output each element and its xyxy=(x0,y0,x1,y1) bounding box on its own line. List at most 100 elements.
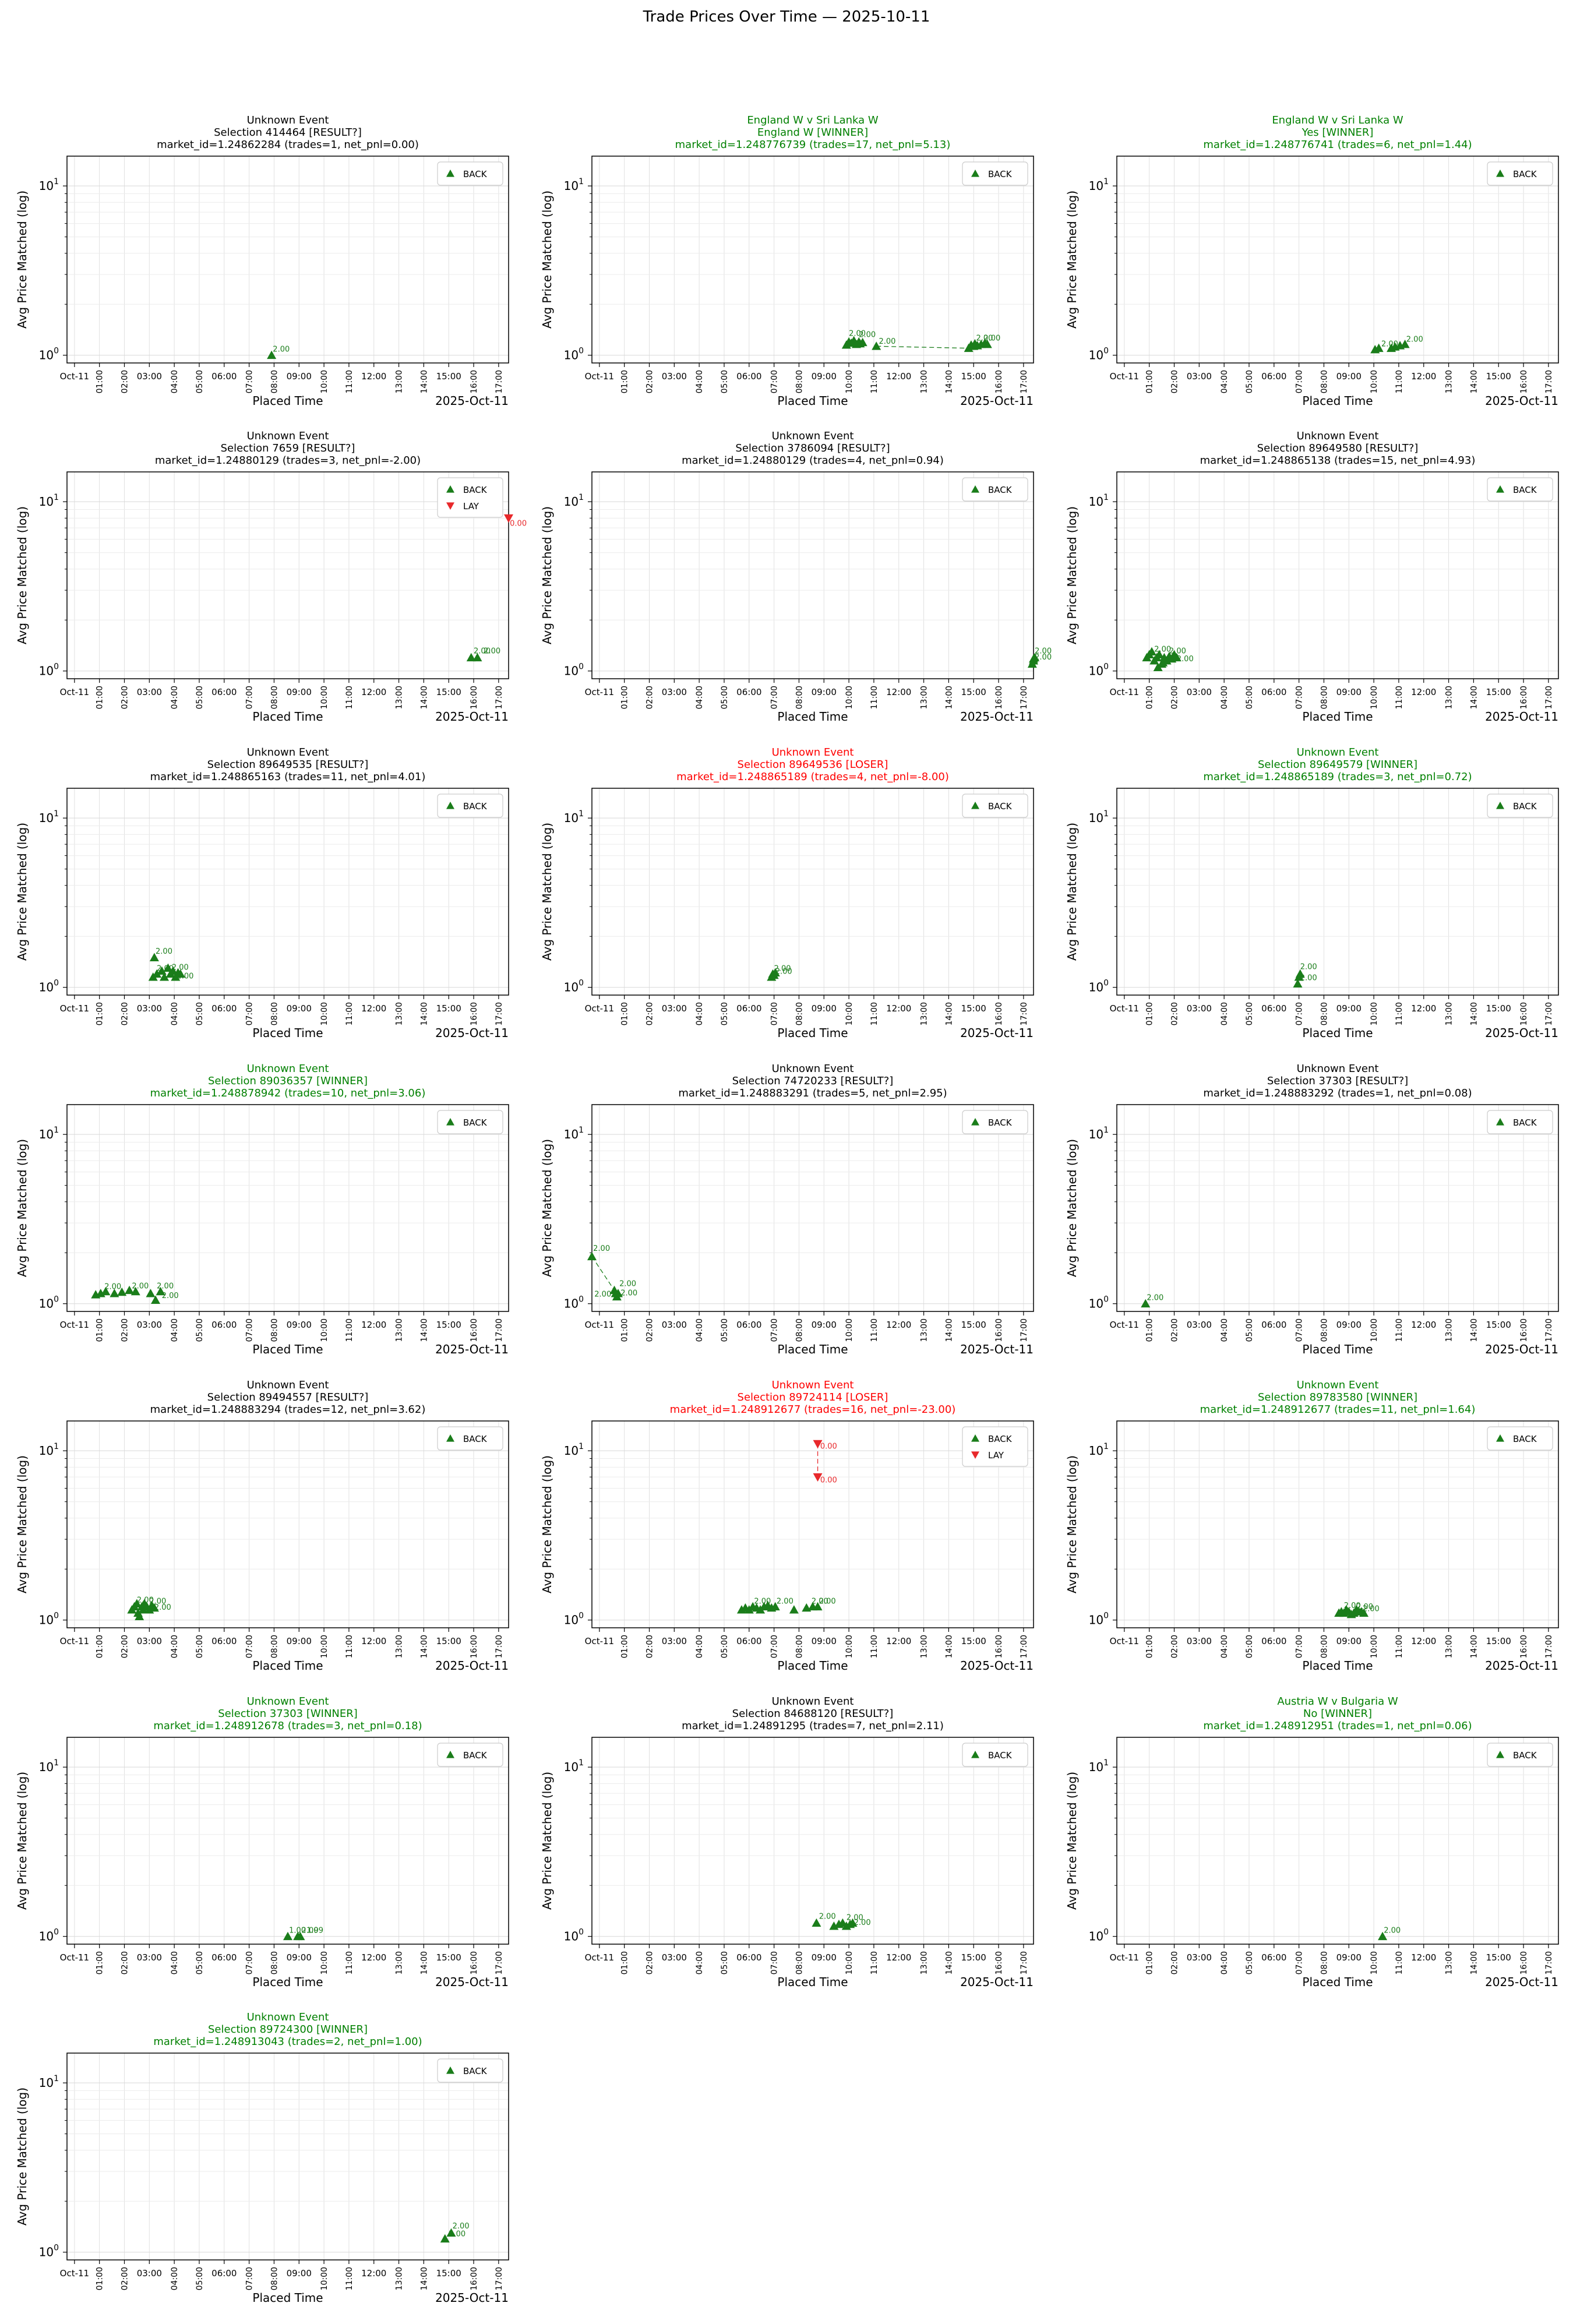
x-tick-label: 06:00 xyxy=(211,1636,237,1646)
y-tick-label: 100 xyxy=(564,662,584,678)
x-tick-label: 07:00 xyxy=(245,686,255,709)
x-tick-label: 06:00 xyxy=(736,1003,761,1014)
x-offset-label: 2025-Oct-11 xyxy=(1485,1342,1558,1356)
x-tick-label: 08:00 xyxy=(270,1318,279,1342)
x-tick-label: 12:00 xyxy=(361,371,386,382)
x-axis-label: Placed Time xyxy=(777,710,848,724)
x-tick-label: 10:00 xyxy=(320,1951,329,1974)
x-tick-label: 05:00 xyxy=(720,686,729,709)
axes-frame xyxy=(1116,1104,1559,1312)
legend-back-marker xyxy=(1496,485,1504,493)
subplot-title-line: Selection 37303 [WINNER] xyxy=(218,1708,358,1720)
subplot-title-line: No [WINNER] xyxy=(1303,1708,1373,1720)
legend-label: BACK xyxy=(988,1750,1013,1761)
x-tick-label: 04:00 xyxy=(170,686,179,709)
x-tick-label: 17:00 xyxy=(495,370,504,393)
y-axis-label: Avg Price Matched (log) xyxy=(540,506,554,644)
data-label: 2.00 xyxy=(1177,655,1194,664)
axes-frame xyxy=(591,156,1034,364)
x-tick-label: 15:00 xyxy=(961,687,986,697)
subplot-title-line: market_id=1.248912677 (trades=11, net_pn… xyxy=(1200,1403,1476,1416)
x-tick-label: 02:00 xyxy=(1170,370,1179,393)
x-tick-label: 17:00 xyxy=(1020,370,1029,393)
x-tick-label: Oct-11 xyxy=(60,1320,89,1330)
y-tick-label: 101 xyxy=(564,177,584,193)
x-tick-label: 16:00 xyxy=(1519,370,1529,393)
x-tick-label: 07:00 xyxy=(245,1635,255,1658)
gridlines xyxy=(592,1737,1034,1945)
axes-frame xyxy=(1116,156,1559,364)
back-marker xyxy=(131,1286,140,1296)
axes-frame xyxy=(66,788,509,996)
x-tick-label: 02:00 xyxy=(1170,686,1179,709)
subplot-title-line: Yes [WINNER] xyxy=(1302,126,1374,139)
data-label: 2.00 xyxy=(774,965,791,974)
back-marker xyxy=(872,341,881,350)
x-tick-label: 01:00 xyxy=(620,1002,630,1025)
x-tick-label: 10:00 xyxy=(845,1318,854,1342)
legend-back-marker xyxy=(971,1751,979,1758)
gridlines xyxy=(592,788,1034,996)
x-offset-label: 2025-Oct-11 xyxy=(435,2291,509,2305)
x-tick-label: 12:00 xyxy=(361,1952,386,1963)
gridlines xyxy=(1117,1737,1558,1945)
x-tick-label: 09:00 xyxy=(287,687,312,697)
legend-label: BACK xyxy=(463,1117,488,1128)
y-axis-label: Avg Price Matched (log) xyxy=(1065,506,1079,644)
x-tick-label: Oct-11 xyxy=(1110,1003,1139,1014)
subplot-title-line: market_id=1.24891295 (trades=7, net_pnl=… xyxy=(682,1720,944,1732)
x-tick-label: 16:00 xyxy=(994,686,1004,709)
subplot-chart: Oct-11 01:00 02:00 03:00 04:00 05:00 06:00 07:0… xyxy=(1065,471,1559,724)
back-marker xyxy=(157,966,167,975)
data-label: 2.00 xyxy=(847,1914,863,1923)
x-tick-label: 08:00 xyxy=(1320,1635,1329,1658)
x-tick-label: 01:00 xyxy=(1145,1002,1155,1025)
data-label: 2.00 xyxy=(1344,1602,1361,1610)
subplot-title: Unknown Event Selection 3786094 [RESULT?]… xyxy=(592,430,1034,467)
subplot-chart: Oct-11 01:00 02:00 03:00 04:00 05:00 06:00 07:0… xyxy=(1065,156,1559,408)
legend-box xyxy=(437,161,503,186)
x-tick-label: 09:00 xyxy=(1336,1952,1362,1963)
subplot-chart: Oct-11 01:00 02:00 03:00 04:00 05:00 06:00 07:0… xyxy=(15,156,509,408)
x-tick-label: 17:00 xyxy=(495,1002,504,1025)
x-offset-label: 2025-Oct-11 xyxy=(960,1659,1034,1673)
y-tick-label: 101 xyxy=(564,809,584,825)
subplot-title: England W v Sri Lanka W Yes [WINNER] marke… xyxy=(1117,114,1558,151)
x-tick-label: 14:00 xyxy=(419,370,429,393)
x-tick-label: 06:00 xyxy=(1261,1952,1286,1963)
legend-back-marker xyxy=(446,170,454,177)
back-marker xyxy=(267,350,277,359)
data-label: 2.00 xyxy=(983,334,1000,343)
x-tick-label: 10:00 xyxy=(320,1635,329,1658)
x-tick-label: 13:00 xyxy=(920,1951,929,1974)
x-offset-label: 2025-Oct-11 xyxy=(435,394,509,408)
x-tick-label: 07:00 xyxy=(245,1318,255,1342)
x-tick-label: 16:00 xyxy=(994,1318,1004,1342)
subplot-title-line: England W v Sri Lanka W xyxy=(1272,114,1403,126)
legend: BACK xyxy=(962,794,1028,818)
x-tick-label: 12:00 xyxy=(361,1636,386,1646)
legend-label: BACK xyxy=(463,1434,488,1444)
back-marker xyxy=(168,966,178,975)
data-label: 2.00 xyxy=(1300,963,1317,972)
x-tick-label: 05:00 xyxy=(1245,686,1254,709)
x-tick-label: 02:00 xyxy=(120,1002,129,1025)
subplot-title-line: Unknown Event xyxy=(246,1379,329,1391)
subplot-chart: Oct-11 01:00 02:00 03:00 04:00 05:00 06:00 07:0… xyxy=(15,1420,509,1673)
x-tick-label: 01:00 xyxy=(1145,1318,1155,1342)
x-tick-label: 12:00 xyxy=(1411,1952,1436,1963)
subplot-title: Unknown Event Selection 89649536 [LOSER] m… xyxy=(592,746,1034,783)
data-label: 2.00 xyxy=(156,947,172,956)
subplot-title-line: market_id=1.248878942 (trades=10, net_pn… xyxy=(150,1087,426,1099)
x-tick-label: 10:00 xyxy=(1370,1318,1379,1342)
legend-back-marker xyxy=(971,1118,979,1126)
legend-label: BACK xyxy=(1513,1434,1537,1444)
subplot-title: England W v Sri Lanka W England W [WINNER… xyxy=(592,114,1034,151)
x-tick-label: 03:00 xyxy=(1187,1636,1212,1646)
x-axis-label: Placed Time xyxy=(252,394,323,408)
y-tick-label: 101 xyxy=(39,1758,59,1774)
x-tick-label: 12:00 xyxy=(886,1952,911,1963)
y-tick-label: 100 xyxy=(564,1611,584,1627)
x-tick-label: 16:00 xyxy=(470,1002,479,1025)
back-marker xyxy=(982,339,992,348)
